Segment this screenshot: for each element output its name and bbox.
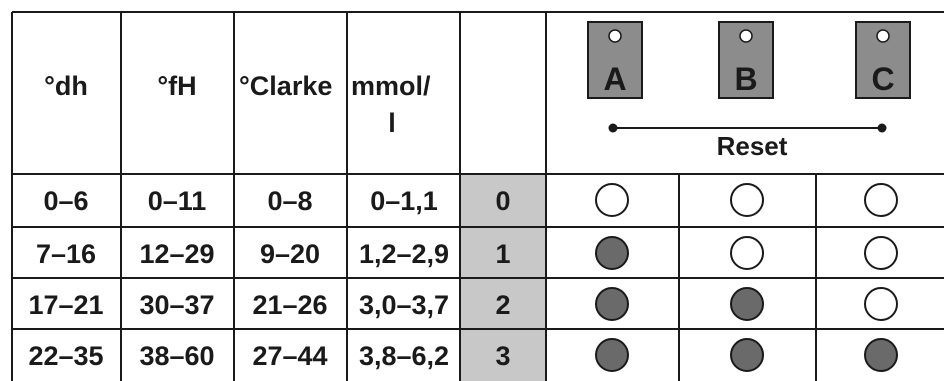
button-b[interactable]: B: [718, 21, 774, 99]
led-on-icon: [595, 338, 629, 372]
cell-fh: 30–37: [139, 290, 214, 320]
cell-fh: 12–29: [139, 239, 214, 269]
cell-level: 1: [495, 239, 510, 269]
led-off-icon: [864, 287, 898, 321]
cell-level: 2: [495, 290, 510, 320]
cell-clarke: 21–26: [252, 290, 327, 320]
cell-clarke: 9–20: [260, 239, 320, 269]
cell-clarke: 27–44: [252, 341, 327, 371]
button-b-hole-icon: [739, 29, 753, 43]
cell-dh: 0–6: [43, 186, 88, 216]
header-clarke: °Clarke: [239, 71, 332, 101]
cell-dh: 22–35: [28, 341, 103, 371]
table-row: 17–21 30–37 21–26 3,0–3,7 2: [28, 287, 898, 321]
cell-fh: 0–11: [148, 186, 207, 216]
led-on-icon: [730, 338, 764, 372]
header-dh: °dh: [44, 71, 88, 101]
cell-mmol: 0–1,1: [370, 186, 438, 216]
reset-dot-right-icon: [877, 123, 887, 133]
led-on-icon: [864, 338, 898, 372]
reset-connector: Reset: [608, 123, 887, 161]
header-fh: °fH: [157, 71, 196, 101]
table-row: 22–35 38–60 27–44 3,8–6,2 3: [28, 338, 898, 372]
button-a-label: A: [603, 61, 626, 97]
cell-fh: 38–60: [139, 341, 214, 371]
led-off-icon: [730, 183, 764, 217]
button-c[interactable]: C: [855, 21, 911, 99]
cell-level: 0: [495, 186, 510, 216]
table-row: 0–6 0–11 0–8 0–1,1 0: [43, 183, 898, 217]
led-off-icon: [864, 236, 898, 270]
cell-dh: 17–21: [28, 290, 103, 320]
button-b-label: B: [734, 61, 757, 97]
button-c-hole-icon: [876, 29, 890, 43]
led-on-icon: [595, 287, 629, 321]
reset-dot-left-icon: [608, 123, 618, 133]
cell-mmol: 3,0–3,7: [359, 290, 449, 320]
device-buttons: A B C: [587, 21, 911, 99]
button-a-hole-icon: [608, 29, 622, 43]
cell-level: 3: [495, 341, 510, 371]
reset-label: Reset: [717, 131, 788, 161]
header-mmol-line1: mmol/: [351, 71, 431, 101]
header-mmol-line2: l: [388, 108, 396, 138]
table-row: 7–16 12–29 9–20 1,2–2,9 1: [36, 236, 898, 270]
led-on-icon: [595, 236, 629, 270]
cell-dh: 7–16: [36, 239, 96, 269]
led-on-icon: [730, 287, 764, 321]
cell-mmol: 3,8–6,2: [359, 341, 449, 371]
led-off-icon: [730, 236, 764, 270]
led-off-icon: [864, 183, 898, 217]
cell-clarke: 0–8: [267, 186, 312, 216]
table-body: 0–6 0–11 0–8 0–1,1 0 7–16 12–29 9–20 1,2–2,9 1 17–…: [28, 183, 898, 372]
button-c-label: C: [871, 61, 894, 97]
cell-mmol: 1,2–2,9: [359, 239, 449, 269]
table-grid: [11, 11, 944, 381]
led-off-icon: [595, 183, 629, 217]
button-a[interactable]: A: [587, 21, 643, 99]
header-row: °dh °fH °Clarke mmol/ l: [44, 71, 431, 138]
